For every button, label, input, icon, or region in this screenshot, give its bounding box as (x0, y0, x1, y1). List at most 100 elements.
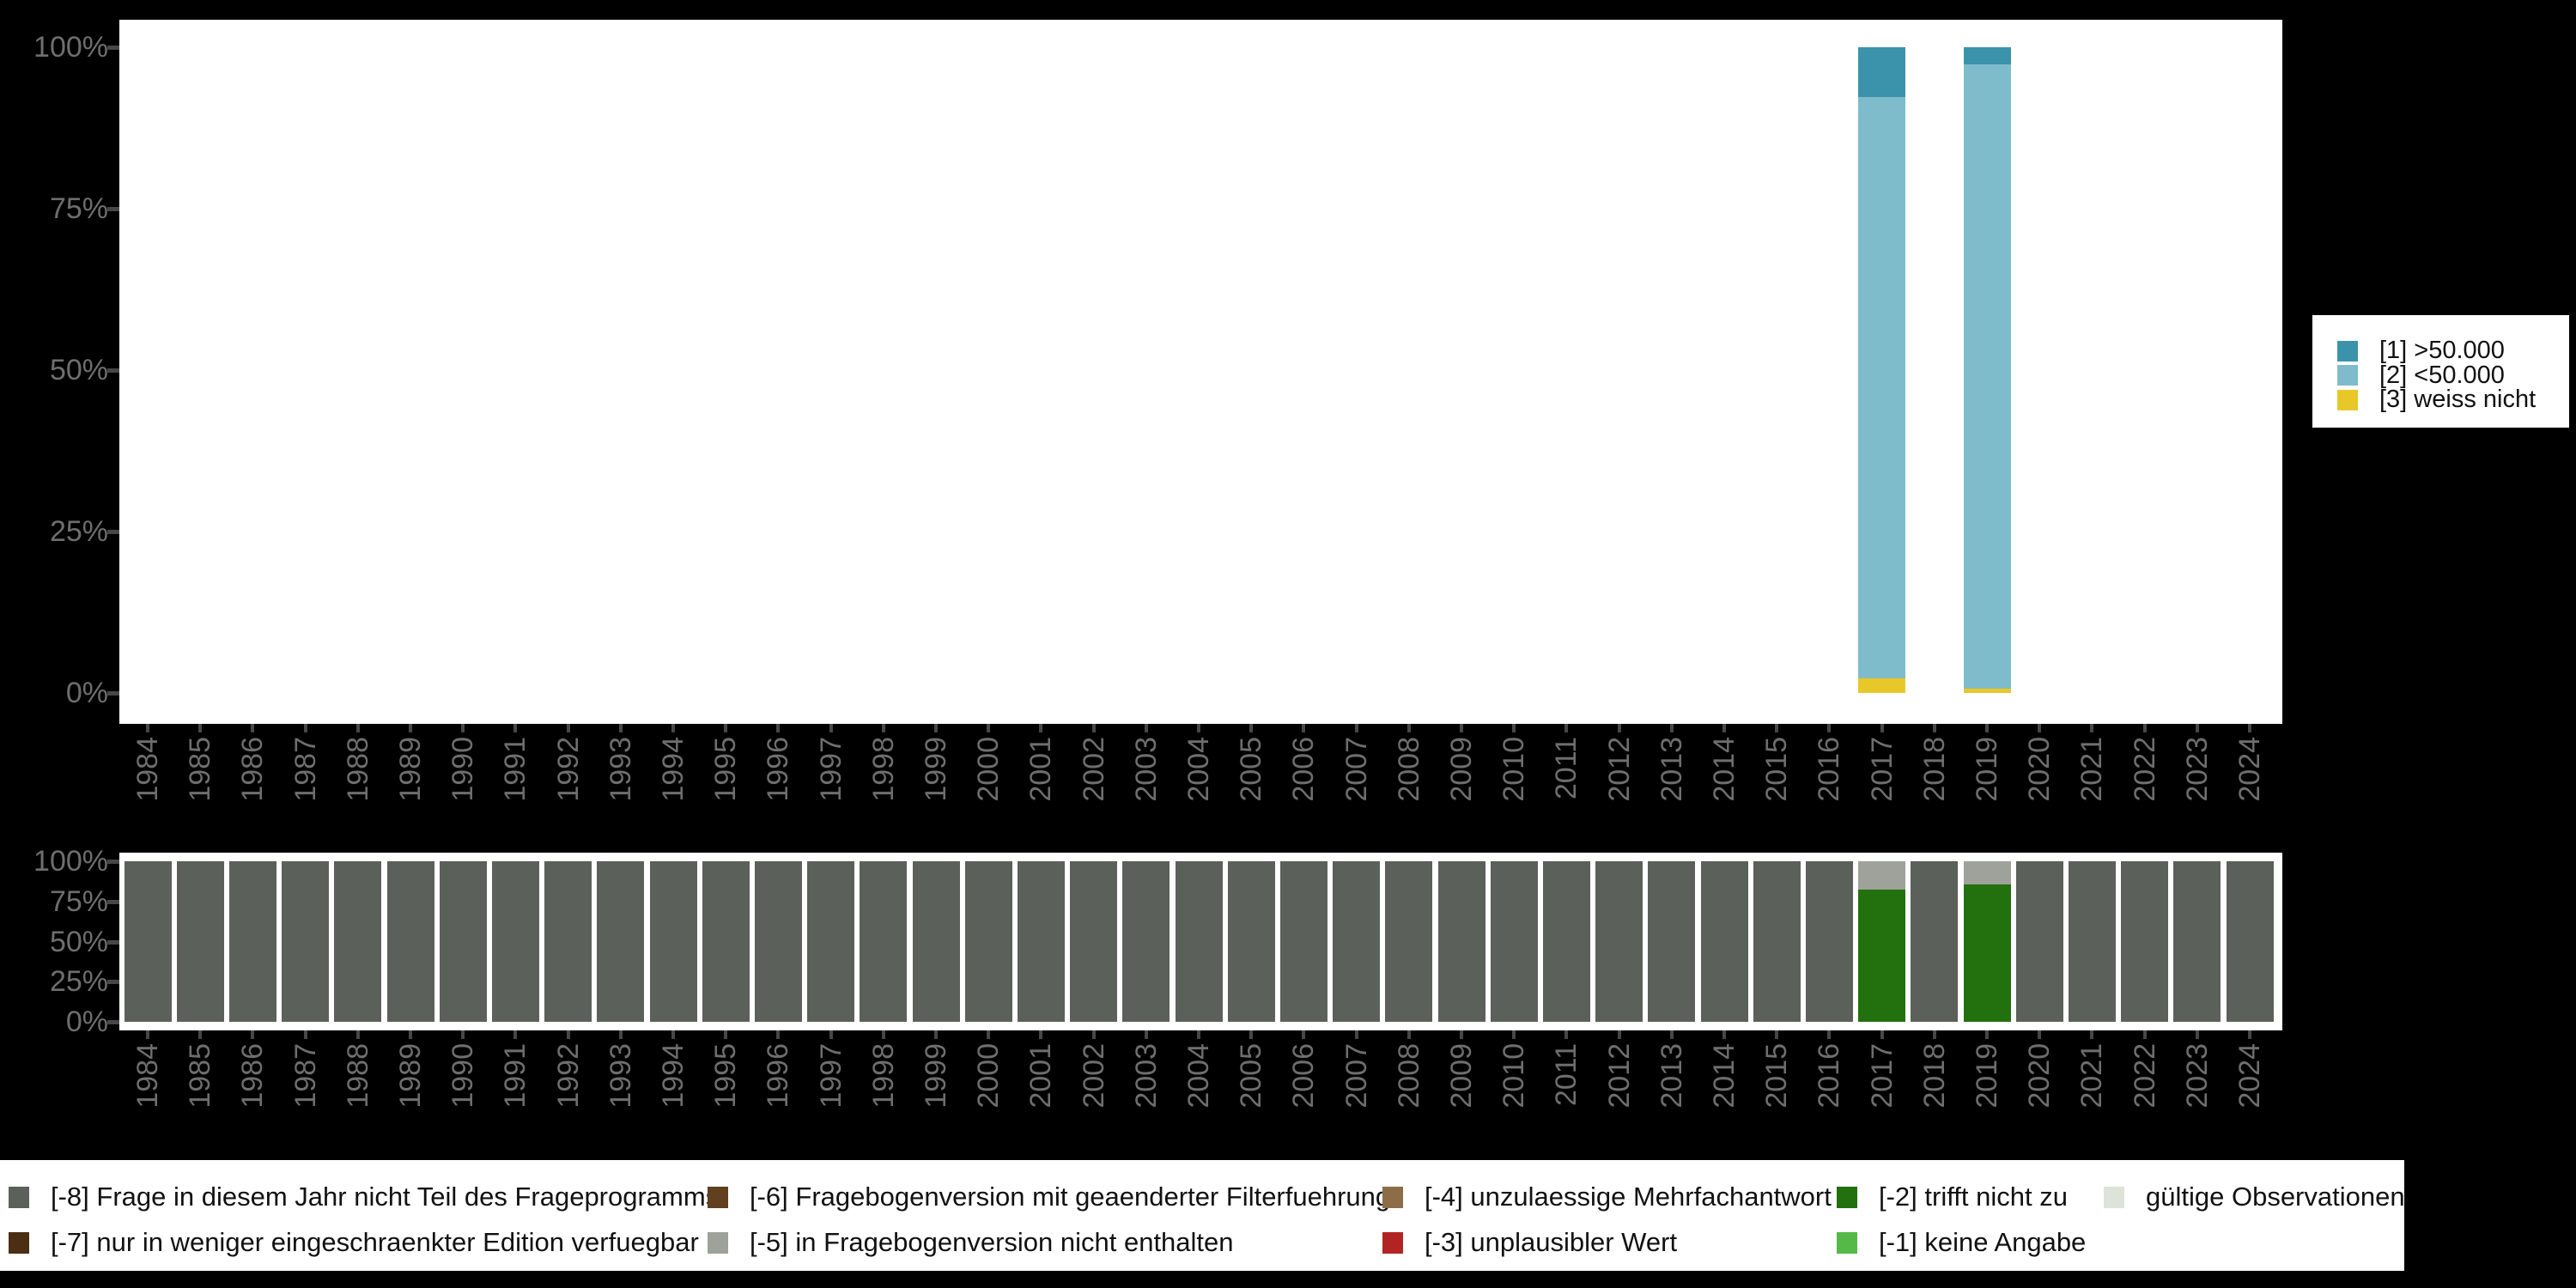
x-tick-mark (566, 1030, 570, 1039)
bar-segment--8 (1700, 861, 1748, 1022)
legend-swatch-2 (2337, 365, 2358, 386)
x-tick-mark (2248, 724, 2251, 732)
x-tick-label: 2021 (2075, 1043, 2109, 1109)
stacked-bar-2008 (1385, 861, 1433, 1022)
x-tick-mark (146, 1030, 149, 1039)
y-tick-label: 25% (49, 515, 108, 548)
y-tick-mark (107, 899, 119, 904)
x-tick-mark (303, 1030, 307, 1039)
x-tick-mark (934, 1030, 938, 1039)
bar-segment--5 (1963, 861, 2011, 884)
bar-segment--8 (439, 861, 487, 1022)
values-chart-bars (119, 47, 2282, 693)
bar-segment--8 (1070, 861, 1118, 1022)
x-tick-label: 1984 (131, 1043, 164, 1109)
y-tick-mark (107, 530, 119, 534)
x-tick-label: 1999 (920, 1043, 952, 1109)
x-tick-mark (1880, 1030, 1884, 1039)
stacked-bar-2015 (1753, 861, 1801, 1022)
legend-label-valid: gültige Observationen (2146, 1182, 2405, 1212)
x-tick-label: 2005 (1235, 1043, 1268, 1109)
x-tick-label: 2016 (1813, 737, 1846, 802)
legend-swatch--5 (708, 1231, 728, 1254)
x-tick-mark (1512, 1030, 1516, 1039)
x-tick-label: 2008 (1392, 737, 1425, 802)
y-tick-label: 25% (49, 965, 108, 999)
bar-segment-2 (1858, 96, 1906, 678)
stacked-bar-2001 (1017, 861, 1065, 1022)
stacked-bar-1988 (334, 861, 382, 1022)
x-tick-label: 1997 (814, 1043, 848, 1109)
stacked-bar-1994 (649, 861, 697, 1022)
x-tick-label: 1986 (236, 1043, 270, 1109)
legend-swatch--8 (9, 1186, 29, 1208)
bar-segment--8 (649, 861, 697, 1022)
y-tick-label: 100% (33, 845, 108, 878)
y-tick-mark (107, 207, 119, 211)
bar-segment--8 (228, 861, 276, 1022)
x-tick-label: 2005 (1235, 737, 1268, 802)
y-tick-mark (107, 46, 119, 50)
x-tick-label: 2020 (2023, 1043, 2057, 1109)
x-tick-mark (829, 1030, 833, 1039)
legend-item--8: [-8] Frage in diesem Jahr nicht Teil des… (9, 1182, 719, 1212)
bar-segment--8 (1648, 861, 1696, 1022)
stacked-bar-1984 (124, 861, 172, 1022)
x-tick-mark (198, 724, 203, 732)
legend-swatch--2 (1837, 1186, 1857, 1208)
x-tick-mark (1775, 1030, 1779, 1039)
x-tick-mark (1460, 724, 1463, 732)
legend-label-3: [3] weiss nicht (2379, 386, 2537, 413)
y-tick-mark (107, 980, 119, 985)
stacked-bar-1990 (439, 861, 487, 1022)
bar-segment--8 (1542, 861, 1590, 1022)
stacked-bar-2017 (1858, 861, 1906, 1022)
legend-item--2: [-2] trifft nicht zu (1837, 1182, 2068, 1212)
x-tick-label: 2018 (1917, 1043, 1951, 1109)
x-tick-label: 1989 (394, 737, 427, 802)
x-tick-label: 1991 (499, 1043, 532, 1109)
legend-item-valid: gültige Observationen (2104, 1182, 2405, 1212)
x-tick-label: 2013 (1655, 1043, 1688, 1109)
stacked-bar-1999 (912, 861, 960, 1022)
legend-swatch--4 (1382, 1186, 1403, 1208)
y-tick-label: 50% (49, 354, 108, 386)
x-tick-label: 2009 (1445, 1043, 1478, 1109)
x-tick-mark (2142, 724, 2147, 732)
x-tick-mark (1564, 724, 1569, 732)
x-tick-mark (1722, 1030, 1726, 1039)
bar-segment--8 (124, 861, 172, 1022)
x-tick-label: 1993 (604, 1043, 637, 1109)
legend-item-1: [1] >50.000 (2337, 337, 2505, 365)
stacked-bar-2006 (1279, 861, 1327, 1022)
x-tick-mark (1302, 724, 1306, 732)
y-tick-mark (107, 691, 119, 696)
x-tick-label: 2002 (1077, 1043, 1110, 1109)
bar-segment--8 (1911, 861, 1959, 1022)
x-tick-label: 2015 (1760, 1043, 1794, 1109)
bar-segment--8 (807, 861, 855, 1022)
x-tick-mark (618, 1030, 623, 1039)
stacked-bar-1995 (702, 861, 750, 1022)
legend-swatch--1 (1837, 1231, 1857, 1254)
x-tick-label: 1990 (447, 1043, 480, 1109)
stacked-bar-2019 (1963, 861, 2011, 1022)
values-legend: [1] >50.000 [2] <50.000 [3] weiss nicht (2312, 315, 2569, 428)
x-tick-label: 2014 (1708, 1043, 1741, 1109)
x-tick-mark (1144, 1030, 1148, 1039)
stacked-bar-2022 (2121, 861, 2169, 1022)
bar-segment--8 (2173, 861, 2221, 1022)
bar-segment--8 (1753, 861, 1801, 1022)
x-tick-label: 1998 (866, 1043, 900, 1109)
x-tick-mark (776, 1030, 781, 1039)
stacked-bar-2011 (1542, 861, 1590, 1022)
stacked-bar-1993 (597, 861, 645, 1022)
stacked-bar-2017 (1858, 47, 1906, 693)
stacked-bar-2021 (2068, 861, 2116, 1022)
x-tick-mark (513, 724, 518, 732)
missings-chart-bars (119, 861, 2282, 1022)
x-tick-label: 2006 (1287, 1043, 1321, 1109)
x-tick-mark (1985, 724, 1989, 732)
y-tick-mark (107, 860, 119, 864)
bar-segment-3 (1963, 688, 2011, 693)
